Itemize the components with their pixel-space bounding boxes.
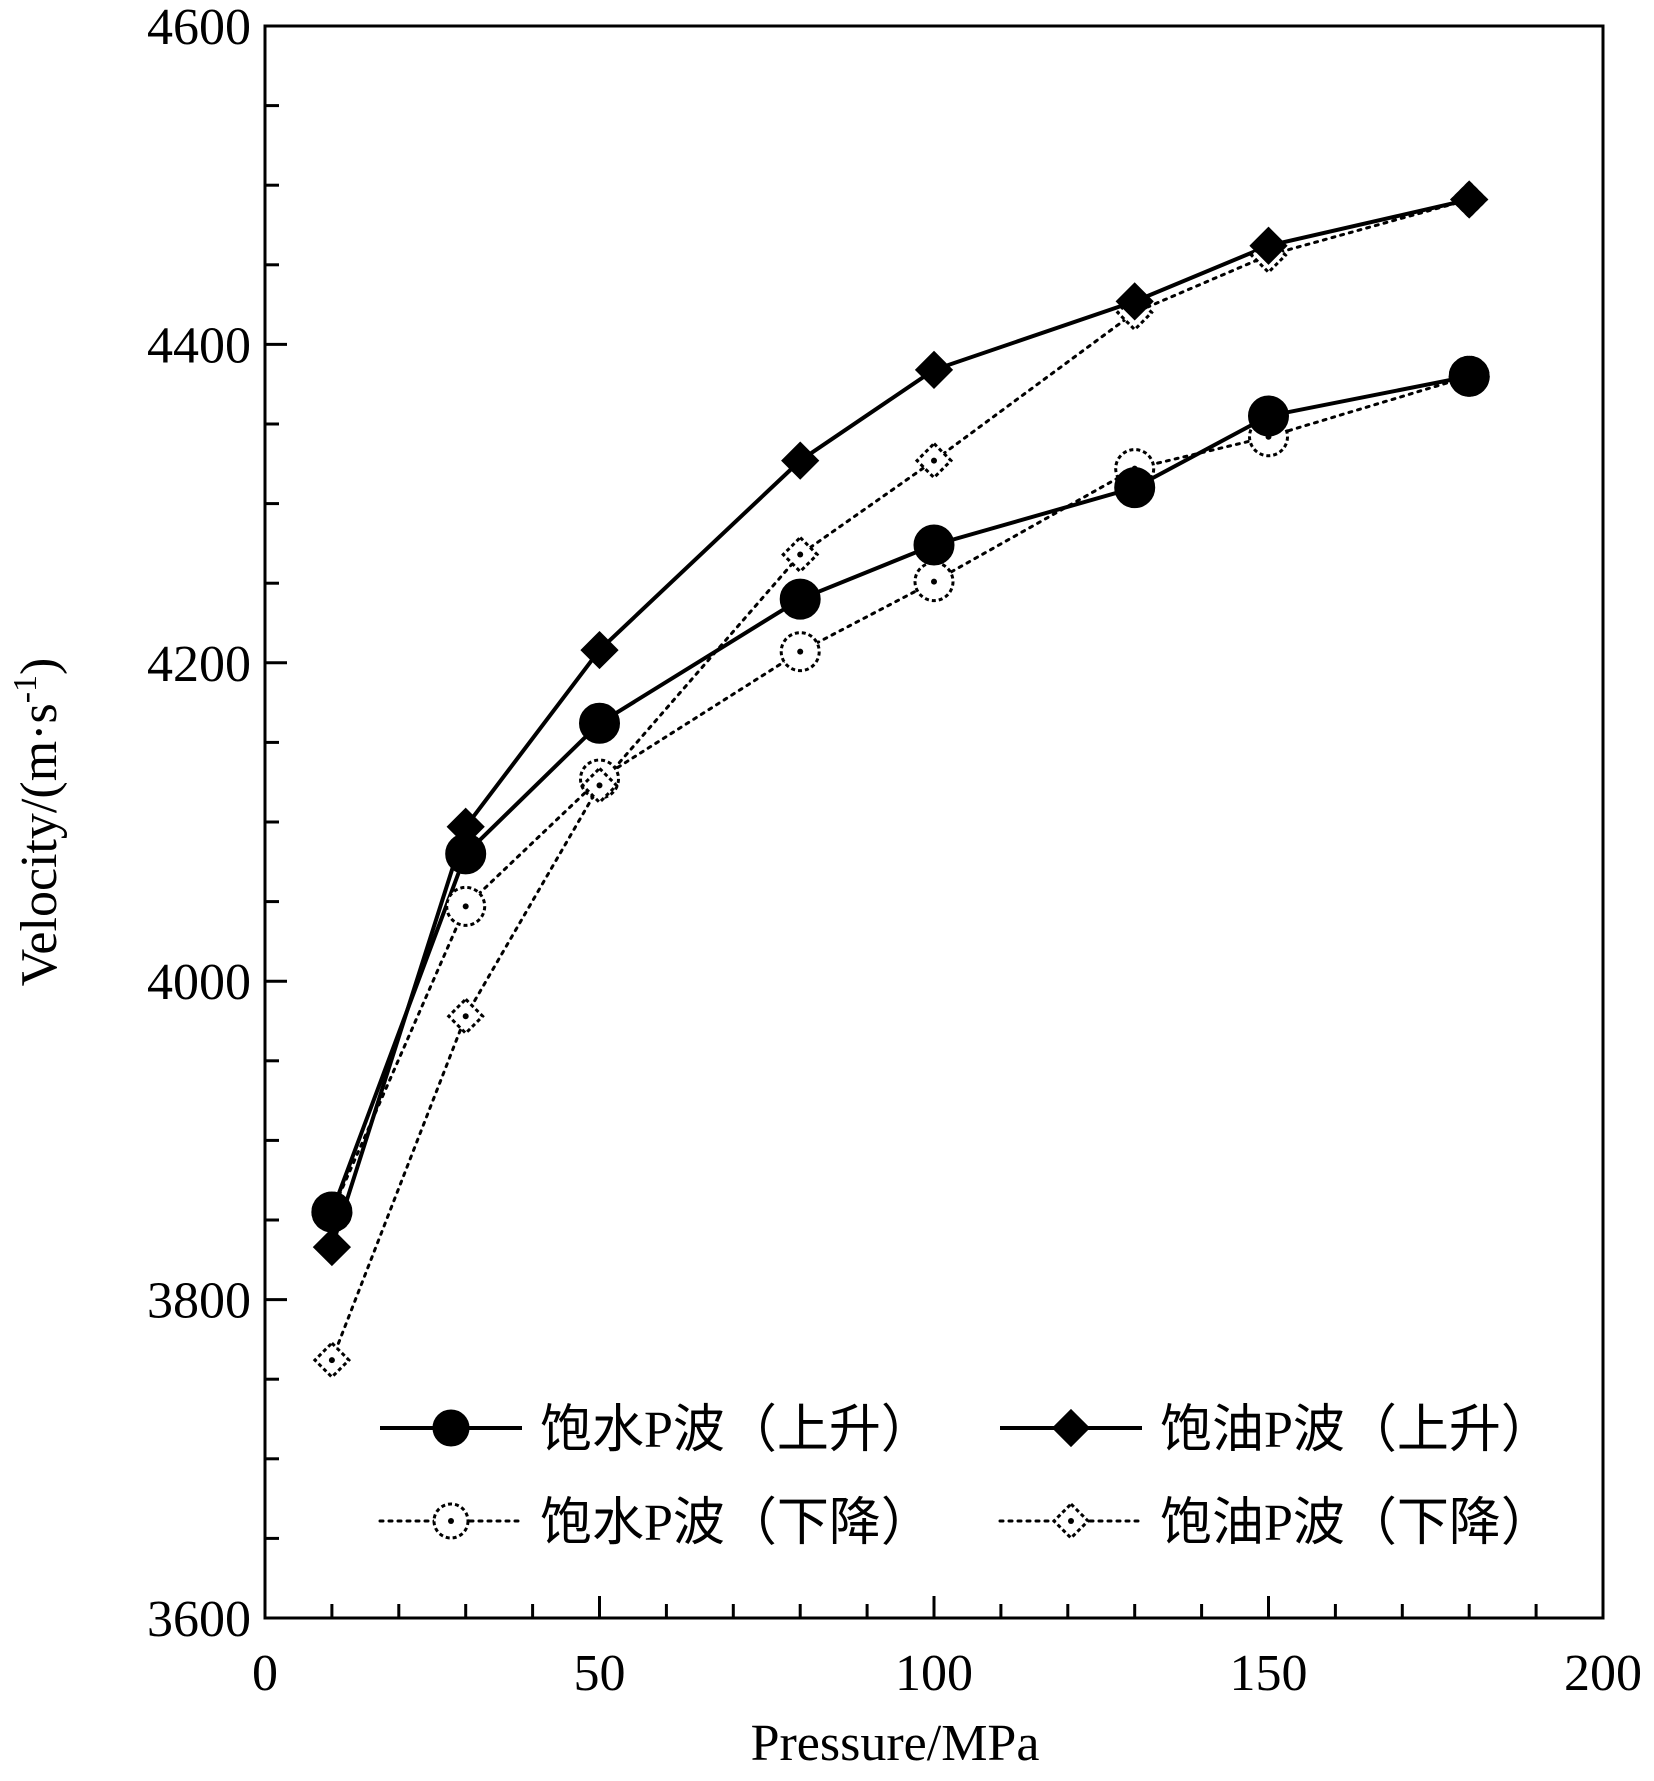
legend-marker [1051, 1408, 1091, 1448]
series-line-2 [329, 197, 1470, 1248]
series-1-point [579, 702, 620, 744]
legend-item: 饱油P波（上升） [1000, 1402, 1553, 1459]
x-tick-label: 150 [1230, 1645, 1308, 1702]
series-1-point [1448, 355, 1490, 397]
series-1-point [1114, 467, 1156, 509]
series-layer [311, 180, 1490, 1380]
series-3-point-center [797, 648, 804, 655]
y-tick-label: 4400 [147, 317, 251, 374]
y-tick-label: 4600 [147, 0, 251, 56]
series-1-point [913, 524, 955, 566]
series-line-4 [330, 198, 1471, 1362]
series-2-point [580, 630, 619, 670]
series-2-point [914, 350, 954, 389]
series-2-point [446, 807, 485, 846]
y-axis-title-main: Velocity/(m·s [11, 703, 68, 986]
legend-label: 饱油P波（下降） [1160, 1495, 1553, 1552]
x-axis-title: Pressure/MPa [751, 1715, 1040, 1772]
x-tick-label: 200 [1564, 1645, 1642, 1702]
series-2-point [1115, 282, 1154, 321]
y-tick-label: 4000 [147, 954, 251, 1011]
legend-marker [432, 1409, 470, 1447]
series-2-point [1249, 226, 1288, 265]
series-line-1 [330, 374, 1470, 1213]
series-1-point [1248, 395, 1289, 437]
series-3-point-center [462, 903, 469, 910]
series-line-3 [330, 374, 1471, 1214]
legend-marker-center [1068, 1518, 1074, 1524]
y-tick-label: 3800 [147, 1273, 251, 1330]
series-4-point-center [328, 1357, 335, 1364]
series-1-point [779, 578, 821, 620]
y-tick-label: 3600 [147, 1591, 251, 1648]
legend-item: 饱水P波（上升） [380, 1402, 933, 1459]
x-tick-label: 50 [574, 1645, 626, 1702]
legend-label: 饱油P波（上升） [1160, 1402, 1553, 1459]
x-tick-label: 100 [895, 1645, 973, 1702]
legend: 饱水P波（上升） 饱油P波（上升） 饱水P波（下降） 饱油P波（下降） [378, 1402, 1553, 1552]
series-2-point [312, 1227, 352, 1267]
series-3-point-center [931, 578, 937, 585]
series-4-point-center [596, 782, 603, 789]
series-2-point [1450, 180, 1489, 219]
y-axis-title-sup: -1 [7, 675, 44, 703]
x-tick-label: 0 [252, 1645, 278, 1702]
series-2-point [781, 441, 820, 480]
legend-item: 饱油P波（下降） [998, 1495, 1553, 1552]
legend-label: 饱水P波（下降） [540, 1495, 933, 1552]
legend-label: 饱水P波（上升） [540, 1402, 933, 1459]
y-axis-title-close: ) [11, 658, 68, 675]
y-axis-title: Velocity/(m·s-1) [7, 658, 68, 987]
legend-marker-center [448, 1518, 454, 1524]
series-4-point-center [931, 457, 937, 464]
series-4-point-center [462, 1013, 469, 1020]
series-1-point [311, 1191, 353, 1233]
series-4-point-center [797, 551, 804, 558]
legend-item: 饱水P波（下降） [378, 1495, 933, 1552]
axes-layer: 0 50 100 150 200 3600 3800 4000 4200 4400 4600 [147, 0, 1642, 1702]
y-tick-label: 4200 [147, 636, 251, 693]
